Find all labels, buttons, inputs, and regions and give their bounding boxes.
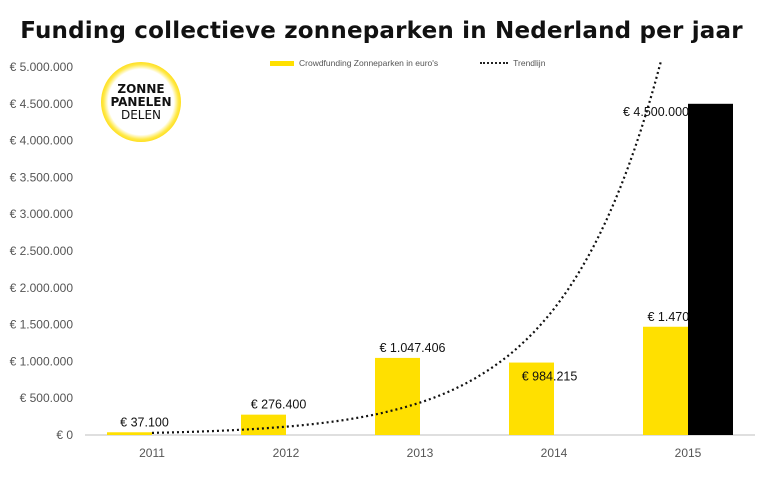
legend-swatch-trendline (480, 62, 509, 64)
x-tick-label: 2014 (541, 446, 568, 460)
data-label-crowdfunding-2014: € 984.215 (522, 370, 578, 384)
x-tick-label: 2015 (675, 446, 702, 460)
y-tick-label: € 5.000.000 (10, 60, 74, 74)
chart-title: Funding collectieve zonneparken in Neder… (20, 18, 743, 44)
bar-crowdfunding-2011 (107, 432, 152, 435)
x-tick-label: 2013 (407, 446, 434, 460)
bar-crowdfunding-2015 (643, 326, 688, 435)
legend-swatch-crowdfunding (270, 60, 294, 66)
y-tick-label: € 3.000.000 (10, 207, 74, 221)
data-label-crowdfunding-2013: € 1.047.406 (379, 341, 445, 355)
trendline (151, 60, 663, 434)
logo-line-2: PANELEN (110, 94, 172, 109)
logo-line-1: ZONNE (117, 81, 165, 96)
logo-line-3: DELEN (120, 107, 162, 122)
bar-crowdfunding-2012 (241, 414, 286, 435)
data-label-crowdfunding-2012: € 276.400 (251, 398, 307, 412)
data-label-crowdfunding-2011: € 37.100 (120, 415, 169, 429)
legend-label-crowdfunding: Crowdfunding Zonneparken in euro's (299, 58, 439, 68)
y-tick-label: € 500.000 (20, 391, 74, 405)
y-tick-label: € 4.500.000 (10, 97, 74, 111)
legend: Crowdfunding Zonneparken in euro's Trend… (270, 58, 545, 68)
bar-crowdfunding-2013 (375, 357, 420, 435)
zonnepanelendelen-logo: ZONNE PANELEN DELEN (101, 62, 181, 142)
x-tick-label: 2011 (139, 446, 165, 460)
y-tick-label: € 0 (56, 428, 73, 442)
y-tick-label: € 1.500.000 (10, 318, 74, 332)
x-tick-label: 2012 (273, 446, 300, 460)
bar-series2-2015 (688, 103, 733, 436)
data-label-series2-2015: € 4.500.000 (623, 105, 689, 119)
y-tick-label: € 1.000.000 (10, 354, 74, 368)
y-tick-label: € 3.500.000 (10, 170, 74, 184)
bar-crowdfunding-2014 (509, 362, 554, 435)
y-tick-label: € 2.500.000 (10, 244, 74, 258)
legend-label-trendline: Trendlijn (513, 58, 546, 68)
y-tick-label: € 4.000.000 (10, 134, 74, 148)
y-tick-label: € 2.000.000 (10, 281, 74, 295)
